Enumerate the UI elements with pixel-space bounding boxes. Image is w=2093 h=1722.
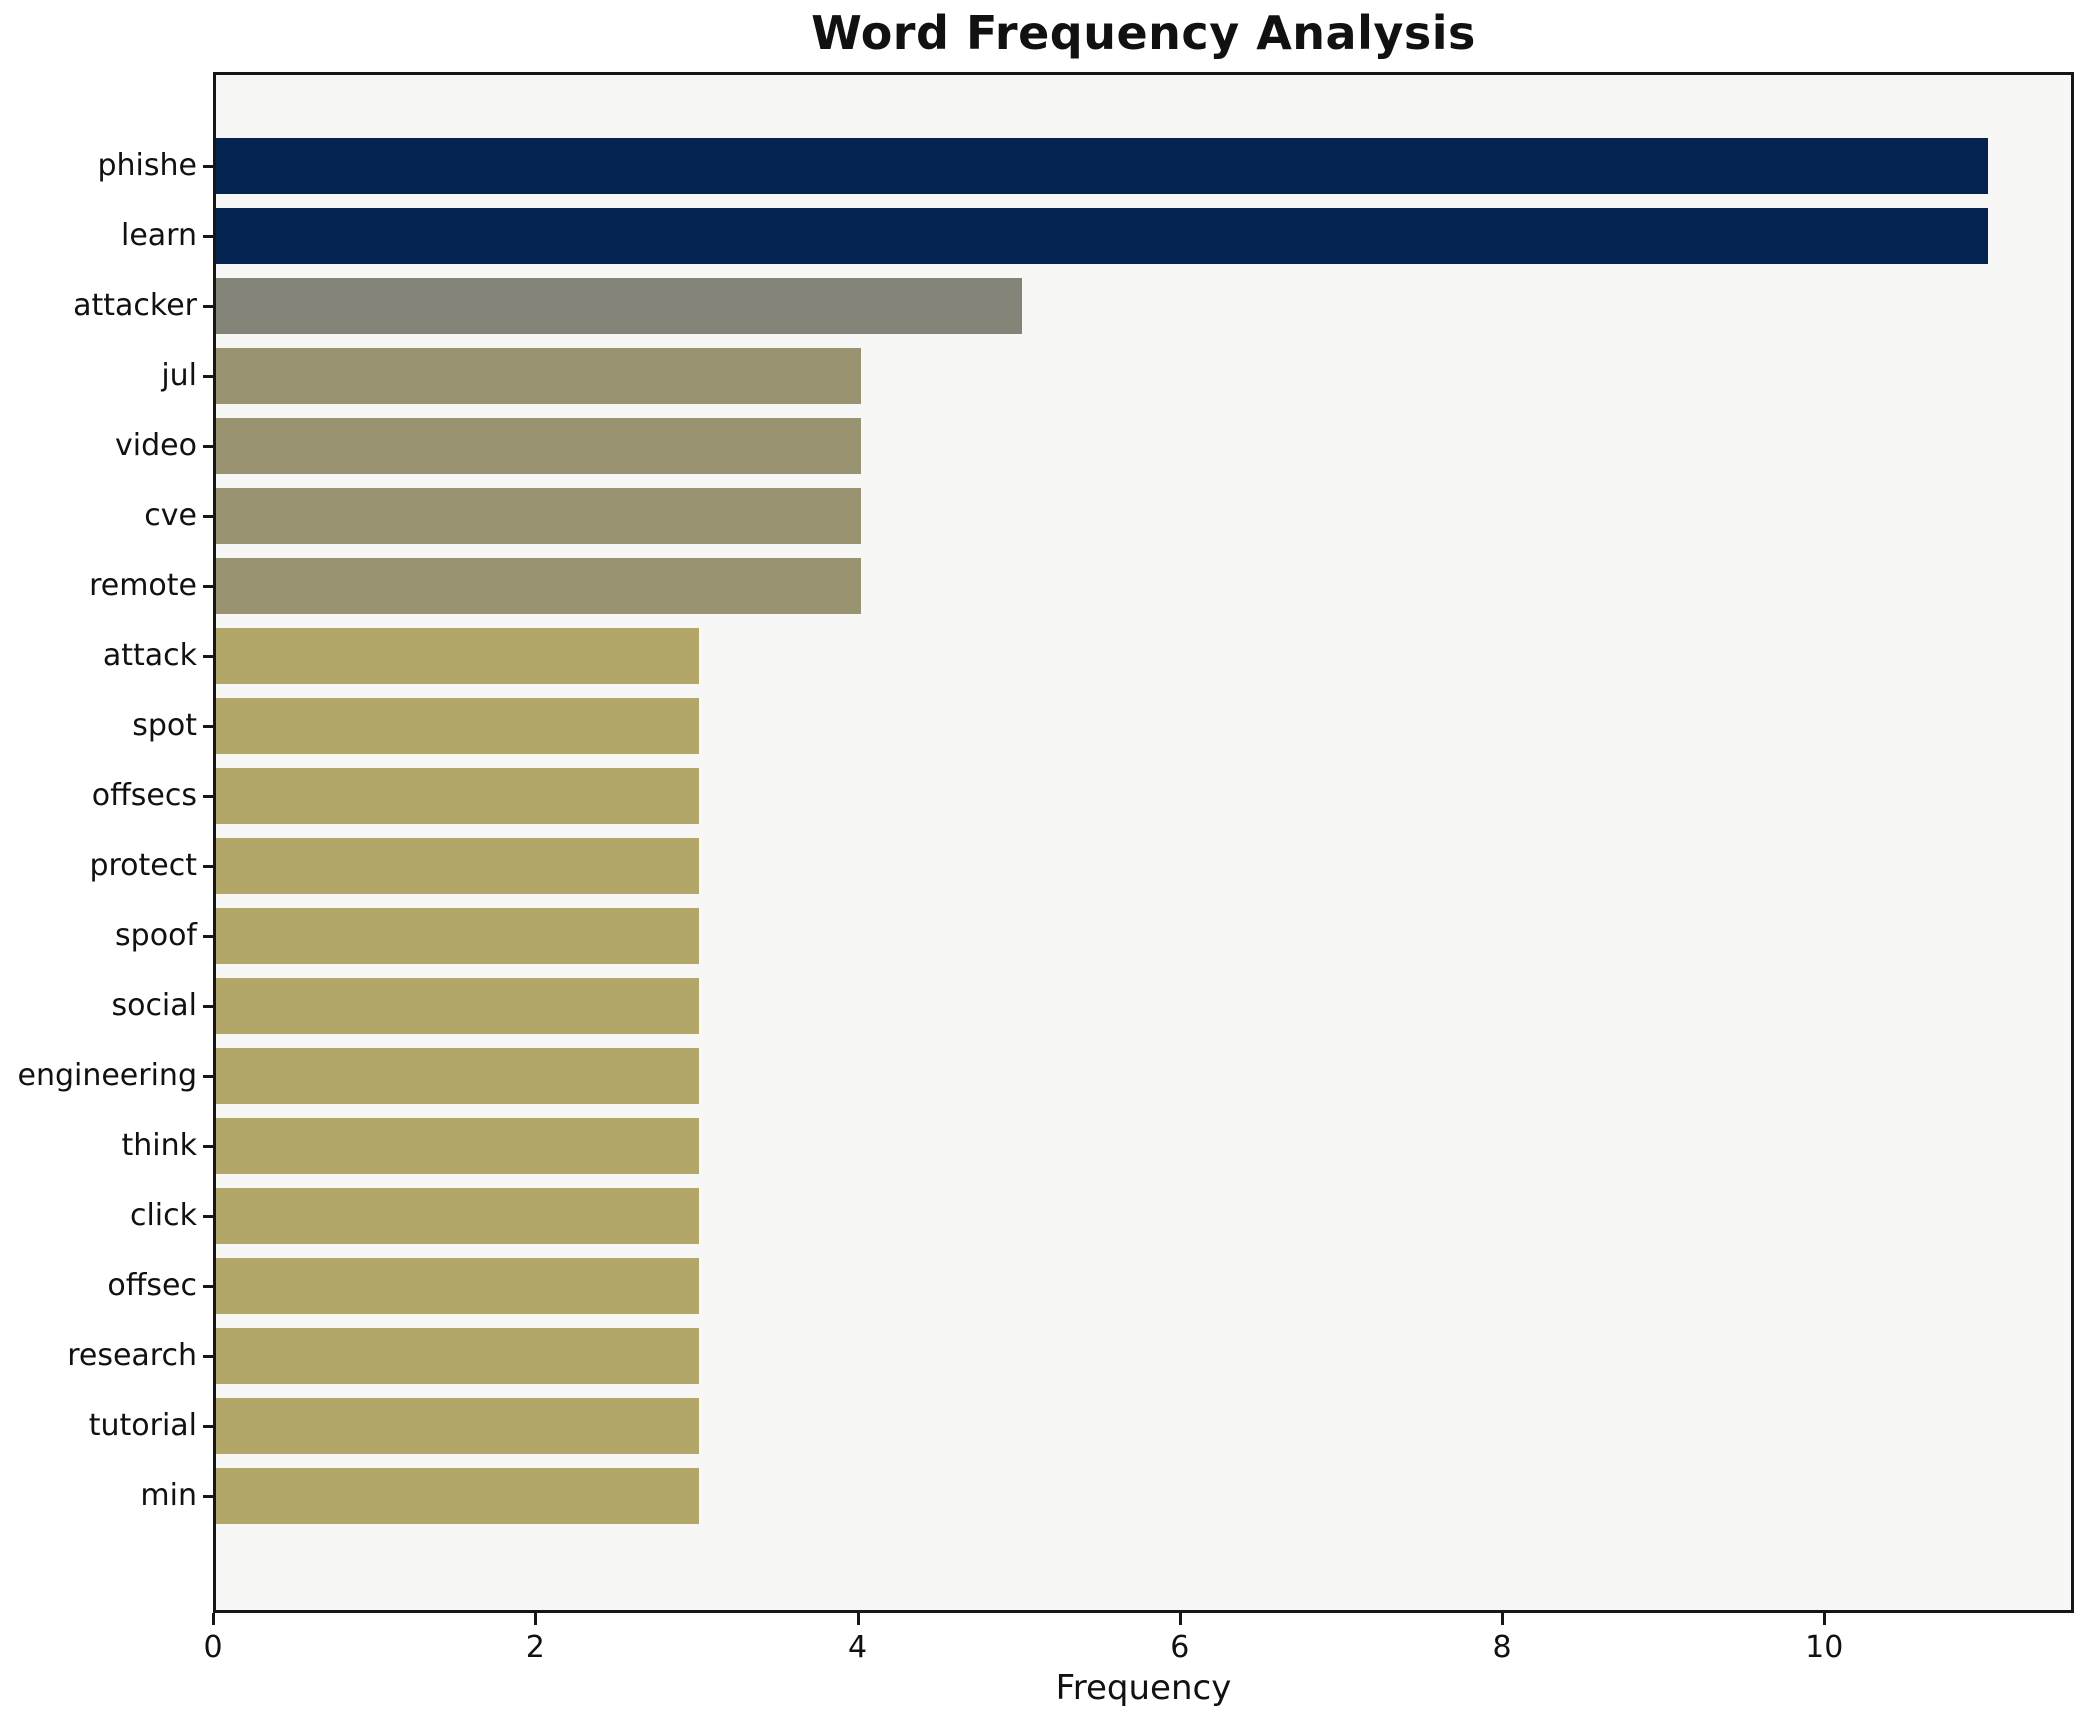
x-tick-mark: [1178, 1613, 1182, 1625]
y-tick-mark: [203, 1075, 213, 1078]
x-tick-label-2: 2: [525, 1630, 545, 1665]
x-axis-title: Frequency: [1055, 1668, 1232, 1708]
y-tick-mark: [203, 445, 213, 448]
x-tick-mark: [1501, 1613, 1504, 1625]
bar-attack: [216, 628, 699, 684]
y-tick-mark: [203, 235, 213, 238]
bar-offsec: [216, 1258, 699, 1314]
x-tick-label-4: 4: [847, 1630, 868, 1665]
x-tick-label-0: 0: [203, 1630, 223, 1665]
y-tick-label-offsecs: offsecs: [91, 778, 197, 813]
y-tick-label-protect: protect: [89, 848, 197, 883]
y-tick-mark: [203, 1355, 213, 1358]
bar-phishe: [216, 138, 1988, 194]
y-tick-label-attack: attack: [102, 638, 197, 673]
y-tick-label-cve: cve: [144, 498, 197, 533]
bar-jul: [216, 348, 861, 404]
y-tick-mark: [203, 1005, 213, 1008]
y-tick-mark: [203, 515, 213, 518]
x-tick-label-6: 6: [1170, 1630, 1190, 1665]
y-tick-label-social: social: [111, 988, 197, 1023]
bar-think: [216, 1118, 699, 1174]
bar-spot: [216, 698, 699, 754]
bar-min: [216, 1468, 699, 1524]
y-tick-mark: [203, 1215, 213, 1218]
x-tick-mark: [856, 1613, 860, 1625]
y-tick-label-click: click: [129, 1198, 197, 1233]
y-tick-mark: [203, 655, 213, 658]
x-tick-mark: [534, 1613, 538, 1625]
bar-tutorial: [216, 1398, 699, 1454]
bar-attacker: [216, 278, 1022, 334]
y-tick-label-spot: spot: [132, 708, 197, 743]
y-tick-label-research: research: [67, 1338, 197, 1373]
bar-research: [216, 1328, 699, 1384]
chart-title: Word Frequency Analysis: [811, 6, 1476, 60]
x-tick-label-10: 10: [1805, 1630, 1844, 1665]
x-tick-label-8: 8: [1492, 1630, 1512, 1665]
y-tick-label-learn: learn: [121, 218, 197, 253]
y-tick-label-min: min: [140, 1478, 197, 1513]
y-tick-label-remote: remote: [89, 568, 197, 603]
y-tick-mark: [203, 865, 213, 868]
y-tick-mark: [203, 1495, 213, 1498]
bar-click: [216, 1188, 699, 1244]
y-tick-mark: [203, 1145, 213, 1148]
bar-video: [216, 418, 861, 474]
y-tick-mark: [203, 1425, 213, 1428]
y-tick-mark: [203, 795, 213, 798]
y-tick-label-phishe: phishe: [97, 148, 198, 183]
bar-engineering: [216, 1048, 699, 1104]
bar-protect: [216, 838, 699, 894]
y-tick-mark: [203, 165, 213, 168]
bar-remote: [216, 558, 861, 614]
y-tick-mark: [203, 725, 213, 728]
bar-spoof: [216, 908, 699, 964]
y-tick-label-attacker: attacker: [73, 288, 197, 323]
y-tick-mark: [203, 585, 213, 588]
y-tick-mark: [203, 375, 213, 378]
y-tick-label-spoof: spoof: [115, 918, 197, 953]
y-tick-label-jul: jul: [161, 358, 197, 393]
y-tick-mark: [203, 305, 213, 308]
bar-cve: [216, 488, 861, 544]
y-tick-label-think: think: [121, 1128, 198, 1163]
y-tick-label-video: video: [115, 428, 197, 463]
bar-social: [216, 978, 699, 1034]
x-tick-mark: [1823, 1613, 1827, 1625]
y-tick-mark: [203, 1285, 213, 1288]
y-tick-label-offsec: offsec: [107, 1268, 197, 1303]
x-tick-mark: [212, 1613, 215, 1625]
bar-learn: [216, 208, 1988, 264]
y-tick-label-engineering: engineering: [17, 1058, 197, 1093]
y-tick-mark: [203, 935, 213, 938]
y-tick-label-tutorial: tutorial: [88, 1408, 197, 1443]
plot-area: [213, 72, 2074, 1613]
bar-offsecs: [216, 768, 699, 824]
